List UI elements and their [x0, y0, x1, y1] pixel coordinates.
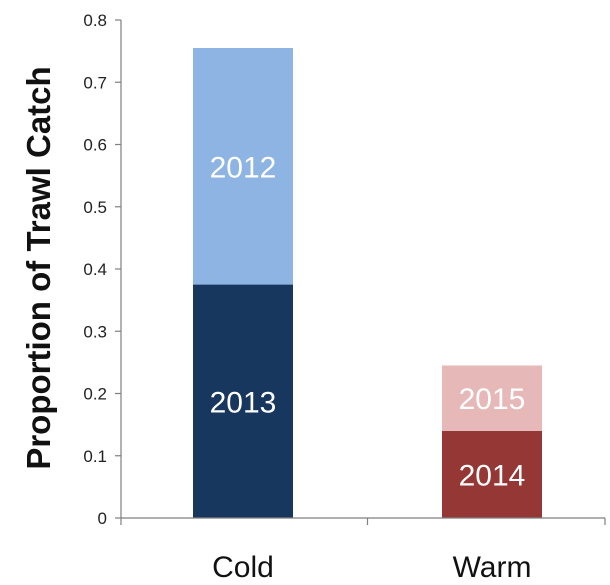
bar-segment-label: 2013: [210, 386, 277, 419]
bar-segment-2013: [193, 284, 293, 518]
x-category-label: Cold: [212, 551, 274, 584]
bars-layer: [193, 48, 542, 518]
y-tick-label: 0.6: [83, 136, 107, 155]
bar-segment-label: 2012: [210, 151, 277, 184]
y-tick-label: 0: [98, 509, 107, 528]
y-tick-label: 0.5: [83, 198, 107, 217]
y-tick-label: 0.4: [83, 260, 107, 279]
ticks-layer: [115, 19, 606, 525]
bar-segment-2014: [442, 430, 542, 518]
bar-segment-label: 2014: [459, 459, 526, 492]
bar-segment-label: 2015: [459, 383, 526, 416]
y-tick-label: 0.8: [83, 11, 107, 30]
y-tick-label: 0.2: [83, 385, 107, 404]
y-tick-label: 0.3: [83, 322, 107, 341]
bar-segment-2015: [442, 365, 542, 431]
bar-segment-2012: [193, 48, 293, 285]
y-tick-label: 0.1: [83, 447, 107, 466]
y-axis-label: Proportion of Trawl Catch: [20, 66, 57, 469]
x-category-label: Warm: [453, 551, 532, 584]
y-tick-label: 0.7: [83, 73, 107, 92]
labels-layer: 0 0.1 0.2 0.3 0.4 0.5 0.6 0.7 0.8 2013 2012 Cold 201…: [83, 11, 531, 584]
